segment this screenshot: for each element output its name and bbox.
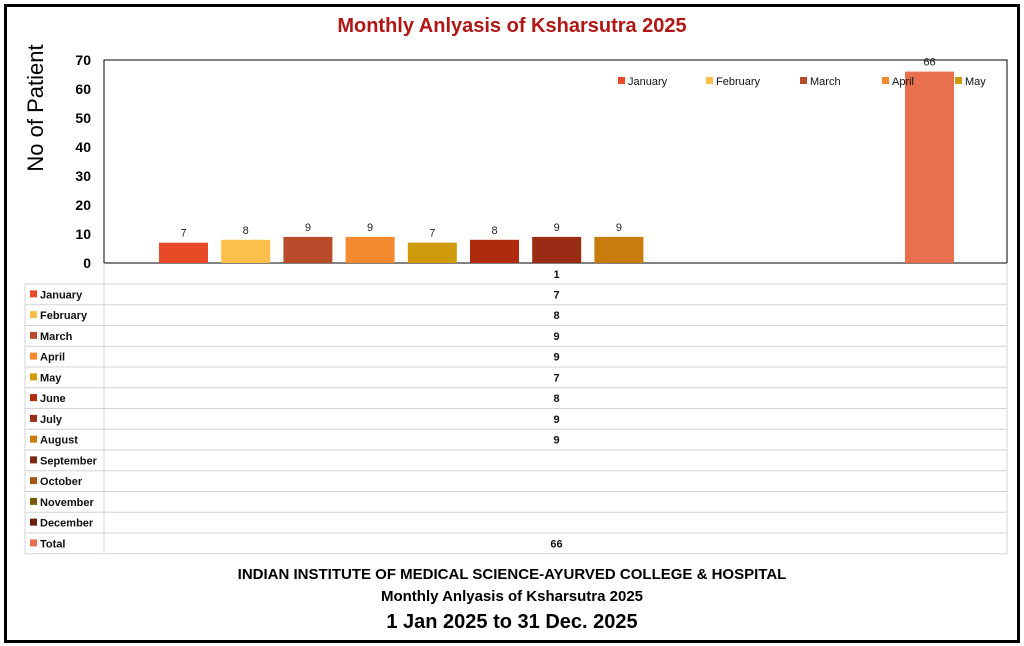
footer-subtitle: Monthly Anlyasis of Ksharsutra 2025: [380, 588, 644, 605]
data-label-february: 8: [243, 225, 249, 237]
table-row-label: June: [40, 393, 66, 405]
bar-july: [532, 236, 582, 263]
table-row-value: 9: [553, 352, 559, 364]
table-row-swatch: [30, 290, 37, 298]
table-row-value: 7: [553, 289, 559, 301]
bar-january: [159, 242, 208, 263]
table-row-label: March: [40, 331, 73, 343]
y-tick-label: 0: [83, 255, 91, 271]
data-label-august: 9: [616, 222, 622, 234]
y-tick-label: 50: [75, 110, 91, 126]
legend-swatch: [955, 77, 962, 84]
table-row-value: 8: [553, 310, 559, 322]
y-tick-label: 40: [75, 139, 91, 155]
bar-march: [283, 236, 333, 263]
data-label-april: 9: [367, 222, 373, 234]
footer-period: 1 Jan 2025 to 31 Dec. 2025: [386, 611, 638, 633]
chart-frame: [4, 4, 1020, 643]
table-row-label: August: [40, 435, 78, 447]
legend-swatch: [882, 77, 889, 84]
table-row-swatch: [30, 518, 37, 526]
table-row-label: July: [40, 414, 63, 426]
data-label-march: 9: [305, 222, 311, 234]
chart-title: Monthly Anlyasis of Ksharsutra 2025: [337, 15, 687, 37]
table-row-swatch: [30, 477, 37, 485]
table-row-swatch: [30, 414, 37, 422]
table-row-value: 8: [553, 393, 559, 405]
legend-swatch: [800, 77, 807, 84]
legend-swatch: [618, 77, 625, 84]
table-row-label: May: [40, 372, 62, 384]
table-row-label: February: [40, 310, 88, 322]
legend-label: February: [716, 76, 761, 88]
legend-label: March: [810, 76, 841, 88]
table-row-value: 7: [553, 372, 559, 384]
table-row-label: November: [40, 497, 95, 509]
legend-label: May: [965, 76, 986, 88]
data-label-total: 66: [923, 57, 935, 69]
bar-june: [470, 239, 519, 263]
data-label-june: 8: [491, 225, 497, 237]
legend-swatch: [706, 77, 713, 84]
table-row-swatch: [30, 311, 37, 319]
table-row-label: September: [40, 455, 98, 467]
data-label-january: 7: [180, 228, 186, 240]
bar-february: [221, 239, 271, 263]
table-row-label: Total: [40, 538, 65, 550]
data-label-july: 9: [554, 222, 560, 234]
table-row-label: January: [40, 289, 83, 301]
data-label-may: 7: [429, 228, 435, 240]
table-row-swatch: [30, 497, 37, 505]
table-row-label: April: [40, 352, 65, 364]
table-row-swatch: [30, 373, 37, 381]
legend-label: April: [892, 76, 914, 88]
bar-august: [594, 236, 644, 263]
table-row-label: October: [40, 476, 83, 488]
legend-label: January: [628, 76, 668, 88]
table-row-value: 66: [550, 538, 562, 550]
table-row-swatch: [30, 456, 37, 464]
table-category-label: 1: [553, 269, 559, 281]
table-row-swatch: [30, 394, 37, 402]
bar-total: [905, 71, 954, 263]
y-tick-label: 70: [75, 52, 91, 68]
y-tick-label: 10: [75, 226, 91, 242]
table-row-swatch: [30, 352, 37, 360]
footer-institute: INDIAN INSTITUTE OF MEDICAL SCIENCE-AYUR…: [237, 566, 787, 583]
table-row-value: 9: [553, 331, 559, 343]
table-row-value: 9: [553, 435, 559, 447]
table-row-label: December: [40, 518, 94, 530]
table-row-value: 9: [553, 414, 559, 426]
table-row-swatch: [30, 539, 37, 547]
y-tick-label: 60: [75, 81, 91, 97]
table-row-swatch: [30, 435, 37, 443]
y-tick-label: 20: [75, 197, 91, 213]
y-tick-label: 30: [75, 168, 91, 184]
bar-may: [407, 242, 457, 263]
bar-april: [345, 236, 395, 263]
table-row-swatch: [30, 331, 37, 339]
